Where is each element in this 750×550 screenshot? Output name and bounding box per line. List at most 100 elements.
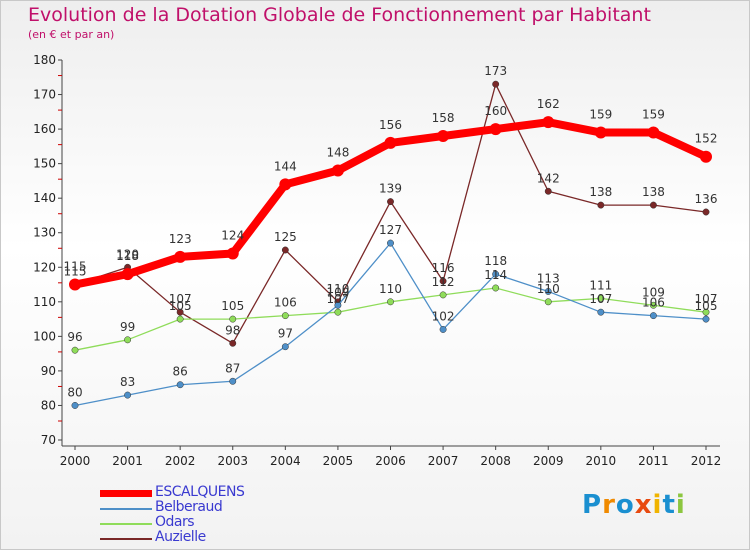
data-point [594, 126, 607, 139]
y-tick-label: 110 [33, 295, 56, 309]
logo-letter: P [582, 490, 603, 520]
data-point [489, 123, 502, 136]
data-label: 110 [326, 282, 349, 296]
y-tick-label: 130 [33, 226, 56, 240]
logo-letter: o [615, 490, 635, 520]
data-point [124, 391, 132, 399]
legend-label: ESCALQUENS [155, 484, 245, 500]
data-label: 138 [589, 185, 612, 199]
x-tick-label: 2000 [60, 454, 91, 468]
data-label: 113 [537, 271, 560, 285]
data-label: 142 [537, 171, 560, 185]
x-tick-label: 2004 [270, 454, 301, 468]
data-point [542, 116, 555, 129]
data-point [544, 298, 552, 306]
data-point [176, 381, 184, 389]
legend-swatch [100, 508, 152, 510]
data-label: 138 [642, 185, 665, 199]
data-label: 159 [642, 108, 665, 122]
data-point [647, 126, 660, 139]
y-tick-label: 170 [33, 88, 56, 102]
data-label: 105 [169, 299, 192, 313]
data-label: 152 [695, 132, 718, 146]
data-label: 87 [225, 361, 240, 375]
data-point [597, 294, 605, 302]
x-tick-label: 2007 [428, 454, 459, 468]
data-label: 139 [379, 182, 402, 196]
legend-swatch [100, 538, 152, 540]
data-label: 110 [537, 282, 560, 296]
x-tick-label: 2001 [112, 454, 143, 468]
data-point [702, 308, 710, 316]
data-label: 99 [120, 320, 135, 334]
data-label: 173 [484, 64, 507, 78]
data-label: 107 [695, 292, 718, 306]
x-tick-label: 2011 [638, 454, 669, 468]
data-point [121, 268, 134, 281]
data-label: 116 [432, 261, 455, 275]
legend-label: Belberaud [155, 499, 223, 515]
data-point [649, 301, 657, 309]
data-point [387, 239, 394, 247]
data-point [492, 80, 500, 88]
data-label: 160 [484, 104, 507, 118]
y-tick-label: 150 [33, 157, 56, 171]
data-point [331, 164, 344, 177]
data-label: 80 [67, 385, 82, 399]
data-point [334, 308, 342, 316]
data-label: 105 [221, 299, 244, 313]
data-point [229, 315, 237, 323]
y-tick-label: 160 [33, 122, 56, 136]
y-tick-label: 80 [41, 398, 56, 412]
data-label: 125 [274, 230, 297, 244]
data-label: 124 [221, 228, 244, 242]
data-label: 123 [169, 232, 192, 246]
data-point [176, 315, 184, 323]
logo-letter: x [634, 490, 653, 520]
x-tick-label: 2008 [480, 454, 511, 468]
data-point [334, 301, 342, 309]
data-point [439, 291, 447, 299]
data-label: 162 [537, 97, 560, 111]
data-label: 111 [589, 278, 612, 292]
data-point [174, 250, 187, 263]
y-tick-label: 100 [33, 329, 56, 343]
data-label: 159 [589, 108, 612, 122]
data-label: 107 [169, 292, 192, 306]
data-label: 107 [326, 292, 349, 306]
legend-swatch [100, 523, 152, 525]
proxiti-logo: Proxiti [582, 490, 686, 520]
data-point [702, 208, 710, 216]
data-label: 112 [432, 275, 455, 289]
x-tick-label: 2006 [375, 454, 406, 468]
y-tick-label: 140 [33, 191, 56, 205]
data-point [281, 246, 289, 254]
data-label: 98 [225, 323, 240, 337]
y-tick-label: 120 [33, 260, 56, 274]
data-point [281, 343, 289, 351]
data-label: 127 [379, 223, 402, 237]
x-tick-label: 2002 [165, 454, 196, 468]
data-label: 110 [379, 282, 402, 296]
data-label: 144 [274, 159, 297, 173]
data-point [700, 150, 712, 163]
data-label: 86 [173, 365, 188, 379]
logo-letter: t [662, 490, 676, 520]
data-label: 115 [64, 265, 87, 279]
data-point [492, 270, 500, 278]
x-tick-label: 2009 [533, 454, 564, 468]
data-point [492, 284, 500, 292]
data-point [281, 312, 289, 320]
data-point [702, 315, 710, 323]
x-tick-label: 2005 [323, 454, 354, 468]
data-point [176, 308, 184, 316]
data-label: 148 [326, 146, 349, 160]
chart-subtitle: (en € et par an) [28, 28, 115, 41]
data-point [439, 326, 447, 333]
legend-label: Odars [155, 514, 195, 530]
legend-swatch [100, 490, 152, 497]
data-point [226, 247, 239, 260]
data-label: 106 [274, 296, 297, 310]
x-tick-label: 2003 [217, 454, 248, 468]
